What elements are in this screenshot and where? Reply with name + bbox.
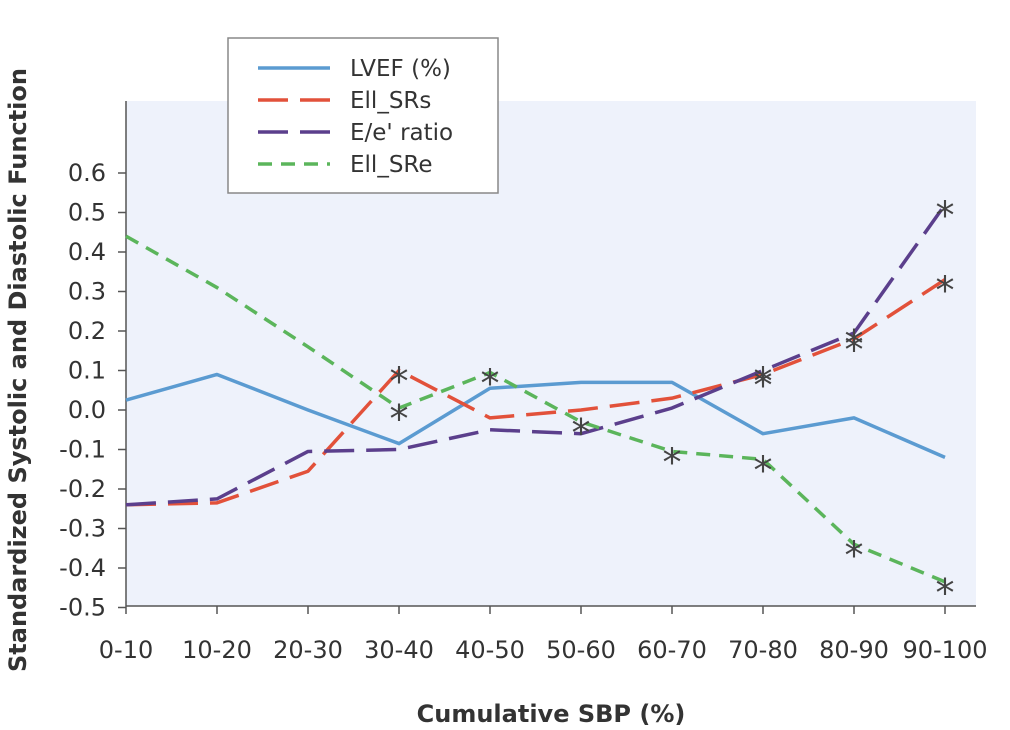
legend: LVEF (%) Ell_SRs E/e' ratio Ell_SRe [227, 37, 499, 194]
y-tick-label: 0.6 [68, 159, 106, 187]
significance-marker: * [754, 363, 773, 407]
significance-marker: * [481, 361, 500, 405]
significance-marker: * [754, 360, 773, 404]
x-tick-label: 20-30 [273, 636, 343, 664]
series-line-2 [125, 278, 946, 507]
x-tick-label: 10-20 [182, 636, 252, 664]
significance-marker: * [663, 440, 682, 484]
y-tick-label: 0.1 [68, 357, 106, 385]
legend-label: LVEF (%) [350, 56, 451, 82]
legend-label: E/e' ratio [350, 120, 453, 146]
significance-marker: * [390, 360, 409, 404]
significance-marker: * [390, 397, 409, 441]
significance-marker: * [936, 194, 955, 238]
y-tick-label: -0.2 [59, 475, 106, 503]
y-tick-label: 0.4 [68, 238, 106, 266]
x-tick-label: 0-10 [99, 636, 153, 664]
y-tick-label: 0.0 [68, 396, 106, 424]
y-tick-label: -0.5 [59, 594, 106, 622]
x-tick-label: 90-100 [902, 636, 987, 664]
significance-marker: * [845, 533, 864, 577]
y-tick-label: 0.3 [68, 278, 106, 306]
y-tick-label: -0.4 [59, 554, 106, 582]
x-tick-label: 70-80 [728, 636, 798, 664]
significance-marker: * [754, 448, 773, 492]
x-tick-label: 60-70 [637, 636, 707, 664]
significance-marker: * [936, 571, 955, 615]
legend-label: Ell_SRs [350, 88, 431, 114]
y-tick-label: 0.2 [68, 317, 106, 345]
y-tick-label: -0.1 [59, 436, 106, 464]
legend-label: Ell_SRe [350, 152, 433, 178]
y-tick-label: 0.5 [68, 199, 106, 227]
series-line-3 [125, 203, 947, 507]
significance-marker: * [845, 322, 864, 366]
significance-marker: * [936, 269, 955, 313]
x-tick-label: 40-50 [455, 636, 525, 664]
x-axis-title: Cumulative SBP (%) [417, 700, 686, 728]
x-tick-label: 30-40 [364, 636, 434, 664]
series-line-4 [125, 234, 946, 584]
significance-marker: * [572, 411, 591, 455]
legend-box [227, 37, 499, 194]
y-tick-label: -0.3 [59, 515, 106, 543]
x-tick-label: 50-60 [546, 636, 616, 664]
x-tick-label: 80-90 [819, 636, 889, 664]
y-axis-title: Standardized Systolic and Diastolic Func… [4, 68, 32, 672]
series-line-1 [125, 372, 946, 460]
significance-marker: * [845, 328, 864, 372]
